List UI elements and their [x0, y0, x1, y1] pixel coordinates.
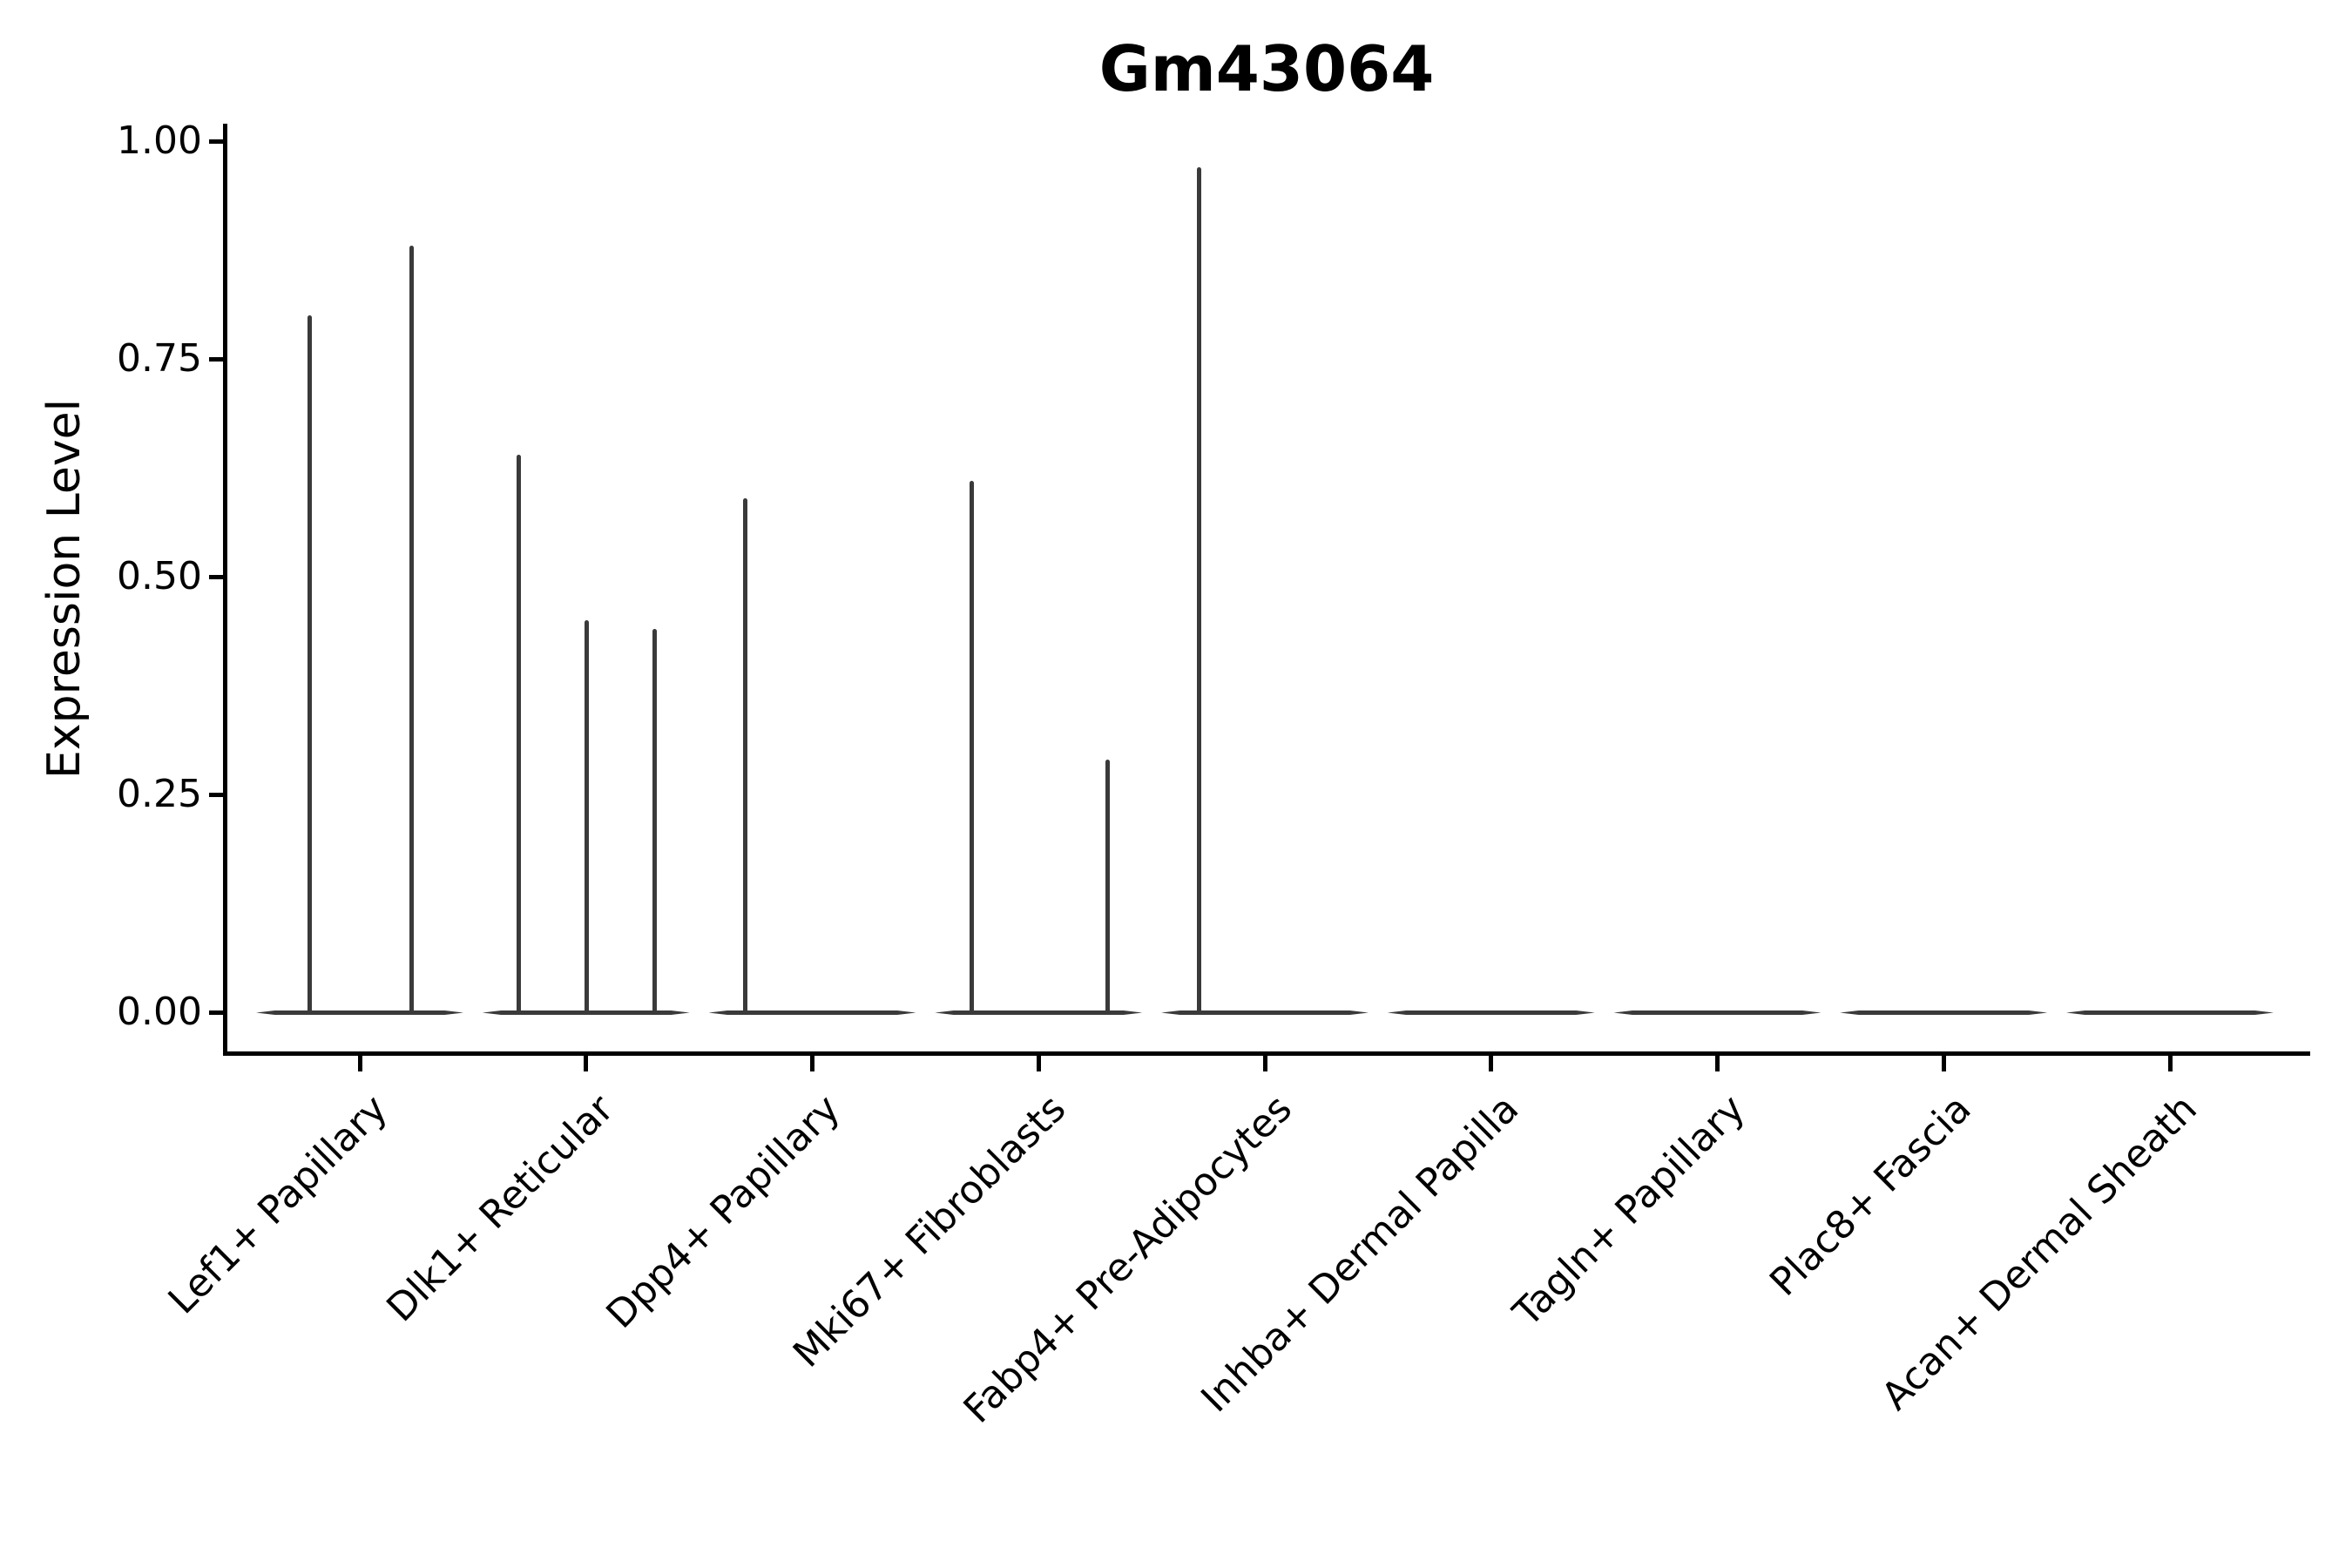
x-tick-mark	[2167, 1056, 2173, 1071]
x-tick-label: Dpp4+ Papillary	[598, 1086, 848, 1337]
y-tick-label: 0.00	[117, 990, 202, 1034]
y-tick-mark	[209, 1010, 223, 1015]
y-tick-label: 1.00	[117, 118, 202, 163]
violin-spike	[1196, 167, 1201, 1015]
violin-spike	[1105, 760, 1110, 1015]
violin-baseline	[1387, 1010, 1595, 1015]
x-tick-mark	[1941, 1056, 1946, 1071]
violin-spike	[517, 455, 522, 1015]
violin-spike	[969, 481, 974, 1015]
x-axis-spine	[223, 1051, 2310, 1056]
x-tick-mark	[810, 1056, 814, 1071]
violin-spike	[409, 246, 414, 1015]
y-tick-label: 0.75	[117, 336, 202, 381]
y-axis-spine	[223, 124, 227, 1056]
violin-baseline	[1840, 1010, 2048, 1015]
x-tick-label: Lef1+ Papillary	[159, 1086, 396, 1323]
violin-baseline	[256, 1010, 463, 1015]
violin-spike	[652, 629, 658, 1015]
y-tick-mark	[209, 574, 223, 579]
x-tick-label: Plac8+ Fascia	[1761, 1086, 1980, 1305]
violin-spike	[585, 620, 590, 1015]
x-tick-mark	[1489, 1056, 1494, 1071]
y-tick-mark	[209, 792, 223, 797]
x-tick-mark	[357, 1056, 362, 1071]
plot-title: Gm43064	[1098, 32, 1435, 105]
x-tick-mark	[584, 1056, 589, 1071]
y-tick-label: 0.50	[117, 554, 202, 598]
y-tick-mark	[209, 139, 223, 144]
x-tick-label: Dlk1+ Reticular	[378, 1086, 623, 1331]
violin-spike	[307, 315, 312, 1015]
y-tick-mark	[209, 356, 223, 362]
violin-baseline	[1613, 1010, 1821, 1015]
x-tick-mark	[1715, 1056, 1720, 1071]
plot-panel	[223, 124, 2310, 1056]
violin-spike	[743, 498, 747, 1015]
violin-baseline	[935, 1010, 1143, 1015]
x-tick-label: Tagln+ Papillary	[1504, 1086, 1754, 1335]
x-tick-mark	[1036, 1056, 1041, 1071]
violin-baseline	[1161, 1010, 1369, 1015]
x-tick-mark	[1262, 1056, 1267, 1071]
y-tick-label: 0.25	[117, 772, 202, 816]
violin-baseline	[708, 1010, 916, 1015]
violin-baseline	[2066, 1010, 2274, 1015]
